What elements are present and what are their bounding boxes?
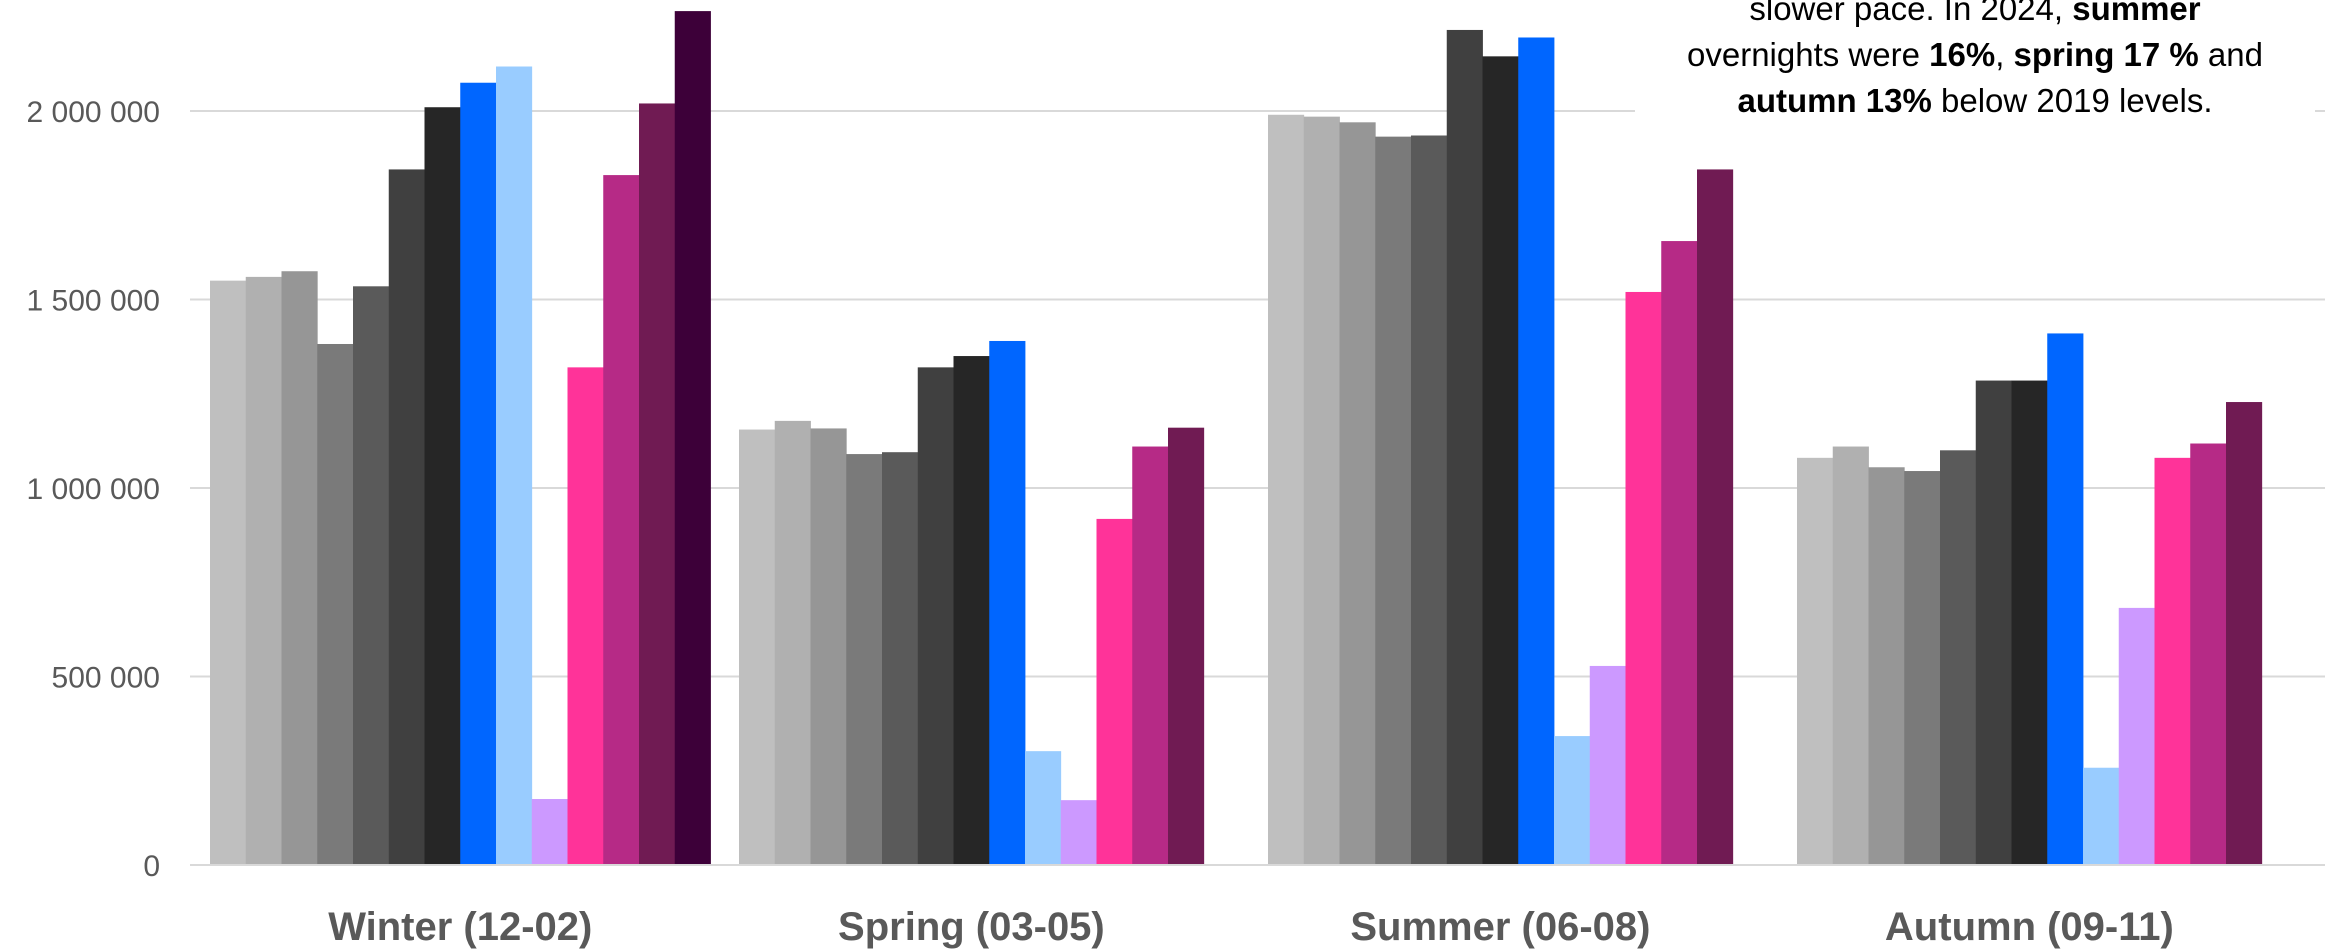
annotation-spring: spring 17 % [2013, 36, 2199, 73]
bar [210, 280, 247, 865]
bar [317, 343, 354, 865]
bar [2118, 607, 2155, 865]
x-axis-categories: Winter (12-02) Spring (03-05) Summer (06-0… [328, 905, 2174, 949]
annotation-autumn: autumn 13% [1737, 82, 1932, 119]
y-tick-label: 1 500 000 [27, 285, 160, 318]
bar [1832, 446, 1869, 865]
bar [1025, 751, 1062, 865]
bar [2154, 457, 2191, 865]
bar [2083, 767, 2120, 865]
x-category-label: Summer (06-08) [1350, 905, 1650, 949]
bar [1375, 136, 1412, 865]
bar [424, 107, 461, 866]
bar [1168, 427, 1205, 865]
annotation-line3b: below 2019 levels. [1931, 82, 2213, 119]
annotation-line2c: , [1995, 36, 2014, 73]
bar [1268, 114, 1305, 865]
bar [639, 103, 676, 865]
bar [917, 367, 954, 865]
y-tick-label: 500 000 [52, 662, 160, 695]
bar [281, 271, 318, 866]
bar [567, 367, 604, 865]
bar [2226, 402, 2263, 865]
bar [1904, 471, 1941, 865]
bar [1661, 241, 1698, 865]
bar [496, 66, 533, 865]
bar [1132, 446, 1169, 865]
bar [460, 82, 497, 866]
bar [674, 11, 711, 866]
bar [1554, 736, 1591, 865]
bar [1797, 457, 1834, 865]
annotation-summer: summer [2072, 0, 2201, 27]
bar [953, 356, 990, 865]
bar [2011, 380, 2048, 865]
annotation-text: slower pace. In 2024, summer overnights … [1635, 0, 2315, 124]
bar [531, 799, 568, 865]
bar [1339, 122, 1376, 865]
bar [989, 340, 1026, 866]
x-category-label: Autumn (09-11) [1885, 905, 2174, 949]
bar [882, 452, 919, 865]
bar [1625, 291, 1662, 866]
bar [1303, 116, 1340, 865]
y-tick-label: 0 [143, 850, 160, 883]
annotation-line1: slower pace. In 2024, [1749, 0, 2073, 27]
bar [846, 454, 883, 865]
bar [1589, 665, 1626, 865]
bars [210, 11, 2263, 866]
y-axis-ticks: 0 500 000 1 000 000 1 500 000 2 000 000 [27, 96, 160, 883]
bar [739, 429, 776, 865]
bar [1411, 135, 1448, 865]
bar [1446, 29, 1483, 865]
bar [810, 428, 847, 865]
bar [1482, 56, 1519, 865]
bar [353, 286, 390, 865]
annotation-16pct: 16% [1929, 36, 1996, 73]
bar [2190, 443, 2227, 865]
bar [1518, 37, 1555, 866]
annotation-line2a: overnights were [1687, 36, 1930, 73]
y-tick-label: 1 000 000 [27, 473, 160, 506]
bar [1975, 380, 2012, 865]
y-tick-label: 2 000 000 [27, 96, 160, 129]
x-category-label: Winter (12-02) [328, 905, 592, 949]
bar [245, 276, 282, 865]
bar [774, 420, 811, 865]
bar [1060, 800, 1097, 865]
x-category-label: Spring (03-05) [838, 905, 1105, 949]
bar [2047, 333, 2084, 865]
bar [388, 169, 425, 865]
bar [603, 175, 640, 866]
bar [1868, 467, 1905, 865]
bar [1096, 518, 1133, 865]
bar [1940, 450, 1977, 865]
bar [1697, 169, 1734, 865]
annotation-line2e: and [2198, 36, 2263, 73]
